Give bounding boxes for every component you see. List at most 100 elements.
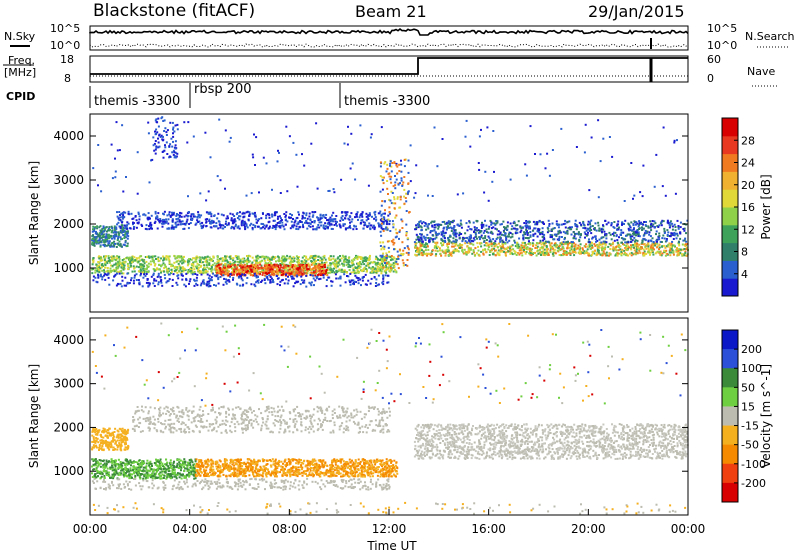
power-data-cell: [159, 276, 162, 279]
power-data-cell: [584, 245, 587, 248]
power-data-cell: [311, 215, 314, 218]
power-data-cell: [132, 227, 135, 230]
power-data-cell: [461, 248, 464, 251]
power-data-cell: [477, 245, 479, 248]
power-data-cell: [306, 217, 309, 220]
power-data-cell: [524, 224, 527, 227]
power-data-cell: [558, 245, 561, 248]
power-data-cell: [317, 259, 320, 261]
power-data-cell: [652, 244, 655, 247]
power-data-cell: [192, 215, 195, 218]
power-data-cell: [683, 248, 686, 250]
power-data-cell: [605, 233, 608, 236]
power-data-cell: [204, 260, 207, 263]
power-data-cell: [301, 214, 304, 217]
power-data-cell: [171, 220, 174, 223]
power-data-cell: [285, 272, 288, 275]
power-data-cell: [210, 215, 213, 218]
power-data-cell: [166, 227, 169, 230]
power-data-cell: [306, 272, 309, 275]
power-data-cell: [95, 237, 98, 240]
power-data-cell: [165, 218, 168, 221]
power-data-cell: [133, 266, 136, 269]
power-data-cell: [277, 271, 280, 274]
power-data-cell: [371, 261, 374, 264]
power-data-cell: [318, 263, 321, 266]
power-data-cell: [671, 222, 674, 225]
power-data-cell: [612, 249, 615, 252]
power-data-cell: [289, 271, 292, 274]
power-data-cell: [116, 257, 118, 260]
power-data-cell: [620, 229, 623, 232]
power-data-cell: [210, 213, 213, 215]
power-data-cell: [629, 226, 632, 229]
power-data-cell: [171, 285, 174, 287]
power-data-cell: [314, 271, 317, 273]
power-data-cell: [339, 255, 341, 257]
power-data-cell: [149, 221, 152, 224]
power-data-cell: [564, 226, 567, 229]
power-data-cell: [323, 261, 326, 264]
power-data-cell: [319, 268, 322, 271]
power-data-cell: [310, 281, 313, 284]
power-data-cell: [189, 270, 192, 273]
power-data-cell: [573, 235, 576, 238]
power-data-cell: [181, 278, 184, 281]
power-data-cell: [122, 214, 125, 217]
power-data-cell: [635, 231, 638, 234]
power-data-cell: [301, 216, 304, 219]
power-data-cell: [508, 239, 511, 242]
power-data-cell: [469, 228, 472, 230]
power-data-cell: [375, 264, 378, 267]
power-data-cell: [435, 223, 438, 226]
power-data-cell: [482, 248, 485, 251]
power-data-cell: [451, 220, 454, 223]
power-data-cell: [107, 229, 109, 232]
power-data-cell: [158, 220, 161, 222]
power-data-cell: [210, 270, 213, 273]
power-data-cell: [204, 256, 207, 259]
power-data-cell: [641, 239, 644, 242]
power-data-cell: [508, 231, 511, 234]
power-data-cell: [94, 239, 97, 242]
power-data-cell: [219, 263, 222, 266]
power-data-cell: [464, 240, 467, 243]
power-data-cell: [160, 265, 163, 267]
power-data-cell: [152, 274, 155, 277]
power-data-cell: [132, 265, 135, 268]
power-data-cell: [630, 229, 633, 232]
power-data-cell: [256, 270, 258, 273]
power-data-cell: [167, 269, 170, 272]
power-data-cell: [98, 226, 101, 229]
power-data-cell: [315, 277, 318, 280]
power-data-cell: [311, 262, 314, 265]
power-data-cell: [348, 269, 351, 271]
power-data-cell: [534, 227, 537, 230]
power-data-cell: [252, 223, 255, 226]
power-data-cell: [132, 279, 135, 282]
power-data-cell: [564, 222, 567, 225]
power-data-cell: [355, 271, 358, 274]
power-data-cell: [484, 235, 487, 238]
power-data-cell: [265, 256, 268, 259]
power-data-cell: [256, 275, 259, 278]
power-data-cell: [99, 273, 102, 276]
power-data-cell: [684, 237, 687, 240]
power-data-cell: [229, 263, 232, 266]
power-data-cell: [623, 249, 626, 252]
power-data-cell: [145, 281, 148, 284]
power-data-cell: [135, 219, 138, 222]
power-data-cell: [245, 211, 248, 214]
power-data-cell: [264, 256, 266, 258]
power-data-cell: [243, 263, 246, 266]
power-data-cell: [125, 284, 128, 287]
power-data-cell: [593, 252, 596, 255]
power-data-cell: [665, 239, 668, 242]
power-data-cell: [652, 241, 655, 243]
power-data-cell: [325, 285, 328, 288]
power-data-cell: [216, 255, 219, 258]
power-data-cell: [281, 221, 284, 224]
power-data-cell: [301, 262, 304, 265]
power-data-cell: [143, 213, 146, 216]
power-data-cell: [227, 222, 230, 225]
